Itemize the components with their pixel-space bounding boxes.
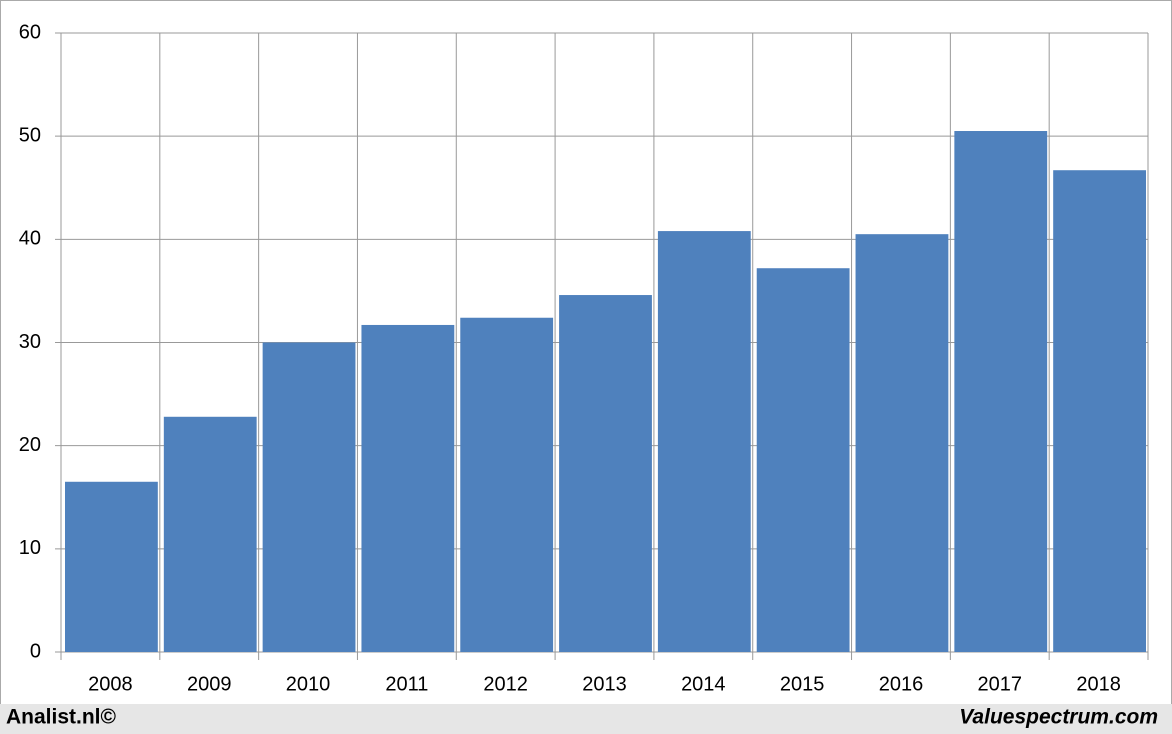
x-tick-label: 2015 xyxy=(780,673,825,695)
bar xyxy=(163,416,257,652)
bar xyxy=(559,295,652,652)
x-tick-label: 2014 xyxy=(681,673,726,695)
bar xyxy=(855,234,949,653)
x-tick-label: 2013 xyxy=(582,673,627,695)
bar xyxy=(361,324,455,652)
x-tick-label: 2011 xyxy=(385,673,428,695)
bar xyxy=(954,131,1048,653)
bar xyxy=(262,342,356,652)
x-tick-label: 2016 xyxy=(879,673,924,695)
x-tick-label: 2012 xyxy=(483,673,528,695)
y-tick-label: 10 xyxy=(19,537,41,559)
y-tick-label: 50 xyxy=(19,124,41,146)
footer-bar xyxy=(0,704,1172,734)
bar xyxy=(657,231,751,652)
y-tick-label: 30 xyxy=(19,331,41,353)
x-tick-label: 2017 xyxy=(978,673,1023,695)
bar xyxy=(65,481,158,652)
bar xyxy=(460,317,554,652)
footer-left: Analist.nl© xyxy=(6,706,117,729)
bar xyxy=(1053,170,1146,652)
y-tick-label: 20 xyxy=(19,434,41,456)
bar xyxy=(756,268,850,652)
y-tick-label: 0 xyxy=(30,640,41,662)
x-tick-label: 2008 xyxy=(88,673,133,695)
x-tick-label: 2010 xyxy=(286,673,331,695)
x-tick-label: 2009 xyxy=(187,673,232,695)
x-tick-label: 2018 xyxy=(1076,673,1121,695)
y-tick-label: 60 xyxy=(19,21,41,43)
y-tick-label: 40 xyxy=(19,228,41,250)
footer-right: Valuespectrum.com xyxy=(959,706,1158,729)
